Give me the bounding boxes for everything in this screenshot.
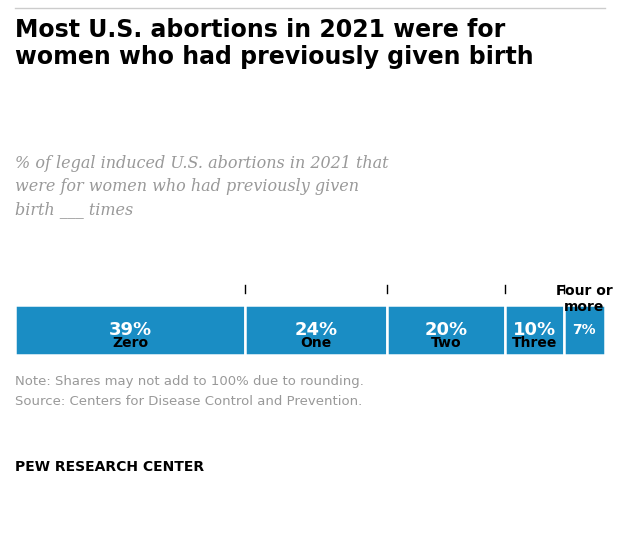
Bar bbox=[245, 305, 387, 355]
Text: Note: Shares may not add to 100% due to rounding.: Note: Shares may not add to 100% due to … bbox=[15, 375, 364, 388]
Text: Source: Centers for Disease Control and Prevention.: Source: Centers for Disease Control and … bbox=[15, 395, 362, 408]
Text: Three: Three bbox=[512, 336, 557, 350]
Bar bbox=[387, 305, 505, 355]
Text: 39%: 39% bbox=[108, 321, 152, 339]
Text: 20%: 20% bbox=[424, 321, 467, 339]
Bar bbox=[564, 305, 605, 355]
Bar bbox=[505, 305, 564, 355]
Text: % of legal induced U.S. abortions in 2021 that
were for women who had previously: % of legal induced U.S. abortions in 202… bbox=[15, 155, 389, 218]
Text: Most U.S. abortions in 2021 were for
women who had previously given birth: Most U.S. abortions in 2021 were for wom… bbox=[15, 18, 534, 69]
Text: 10%: 10% bbox=[513, 321, 556, 339]
Text: Zero: Zero bbox=[112, 336, 148, 350]
Bar bbox=[15, 305, 245, 355]
Text: 7%: 7% bbox=[572, 323, 596, 337]
Text: 24%: 24% bbox=[294, 321, 337, 339]
Text: Four or
more: Four or more bbox=[556, 284, 613, 314]
Text: One: One bbox=[300, 336, 332, 350]
Text: PEW RESEARCH CENTER: PEW RESEARCH CENTER bbox=[15, 460, 204, 474]
Text: Two: Two bbox=[430, 336, 461, 350]
